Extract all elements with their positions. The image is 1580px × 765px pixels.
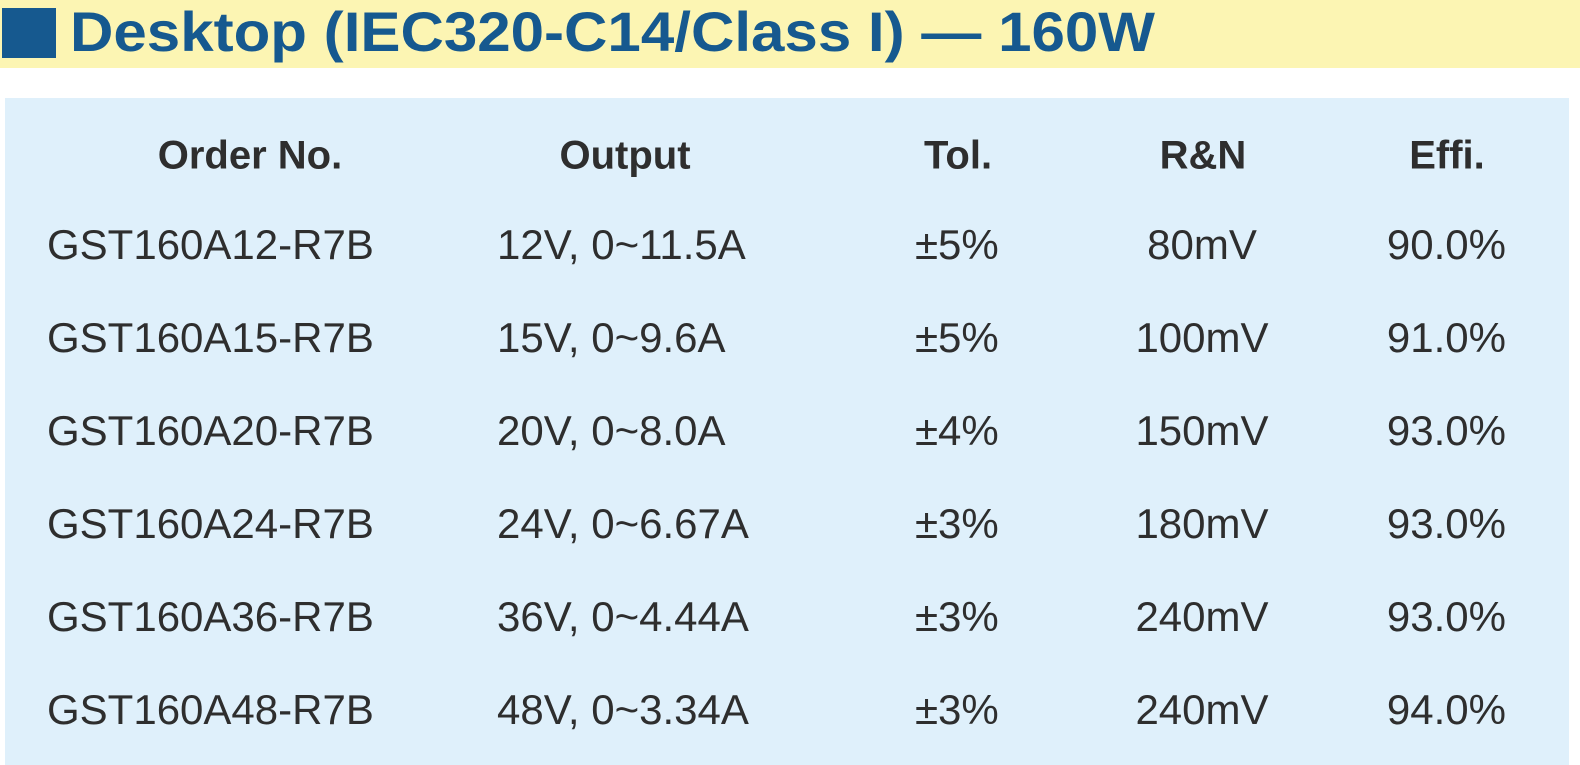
column-header: Tol. [924,134,992,178]
cell: 36V, 0~4.44A [497,593,749,640]
cell: GST160A24-R7B [47,500,374,547]
cell: 240mV [1135,593,1268,640]
title: Desktop (IEC320-C14/Class I) — 160W [70,0,1155,63]
cell: 15V, 0~9.6A [497,314,726,361]
cell: 94.0% [1387,686,1506,733]
cell: 240mV [1135,686,1268,733]
column-header: R&N [1160,134,1247,178]
cell: ±5% [915,314,999,361]
cell: 90.0% [1387,221,1506,268]
table-panel [5,98,1569,765]
cell: 24V, 0~6.67A [497,500,749,547]
cell: 100mV [1135,314,1268,361]
cell: GST160A20-R7B [47,407,374,454]
cell: GST160A12-R7B [47,221,374,268]
cell: 180mV [1135,500,1268,547]
cell: 93.0% [1387,407,1506,454]
column-header: Order No. [158,134,342,178]
cell: 12V, 0~11.5A [497,221,746,268]
cell: ±4% [915,407,999,454]
cell: 20V, 0~8.0A [497,407,726,454]
title-icon [2,8,56,58]
cell: 80mV [1147,221,1257,268]
cell: 91.0% [1387,314,1506,361]
cell: 48V, 0~3.34A [497,686,749,733]
cell: 150mV [1135,407,1268,454]
title-bar [0,0,1580,68]
cell: GST160A48-R7B [47,686,374,733]
cell: 93.0% [1387,593,1506,640]
cell: ±5% [915,221,999,268]
cell: 93.0% [1387,500,1506,547]
cell: ±3% [915,686,999,733]
cell: GST160A36-R7B [47,593,374,640]
column-header: Effi. [1409,134,1485,178]
cell: GST160A15-R7B [47,314,374,361]
cell: ±3% [915,593,999,640]
cell: ±3% [915,500,999,547]
column-header: Output [559,134,690,178]
